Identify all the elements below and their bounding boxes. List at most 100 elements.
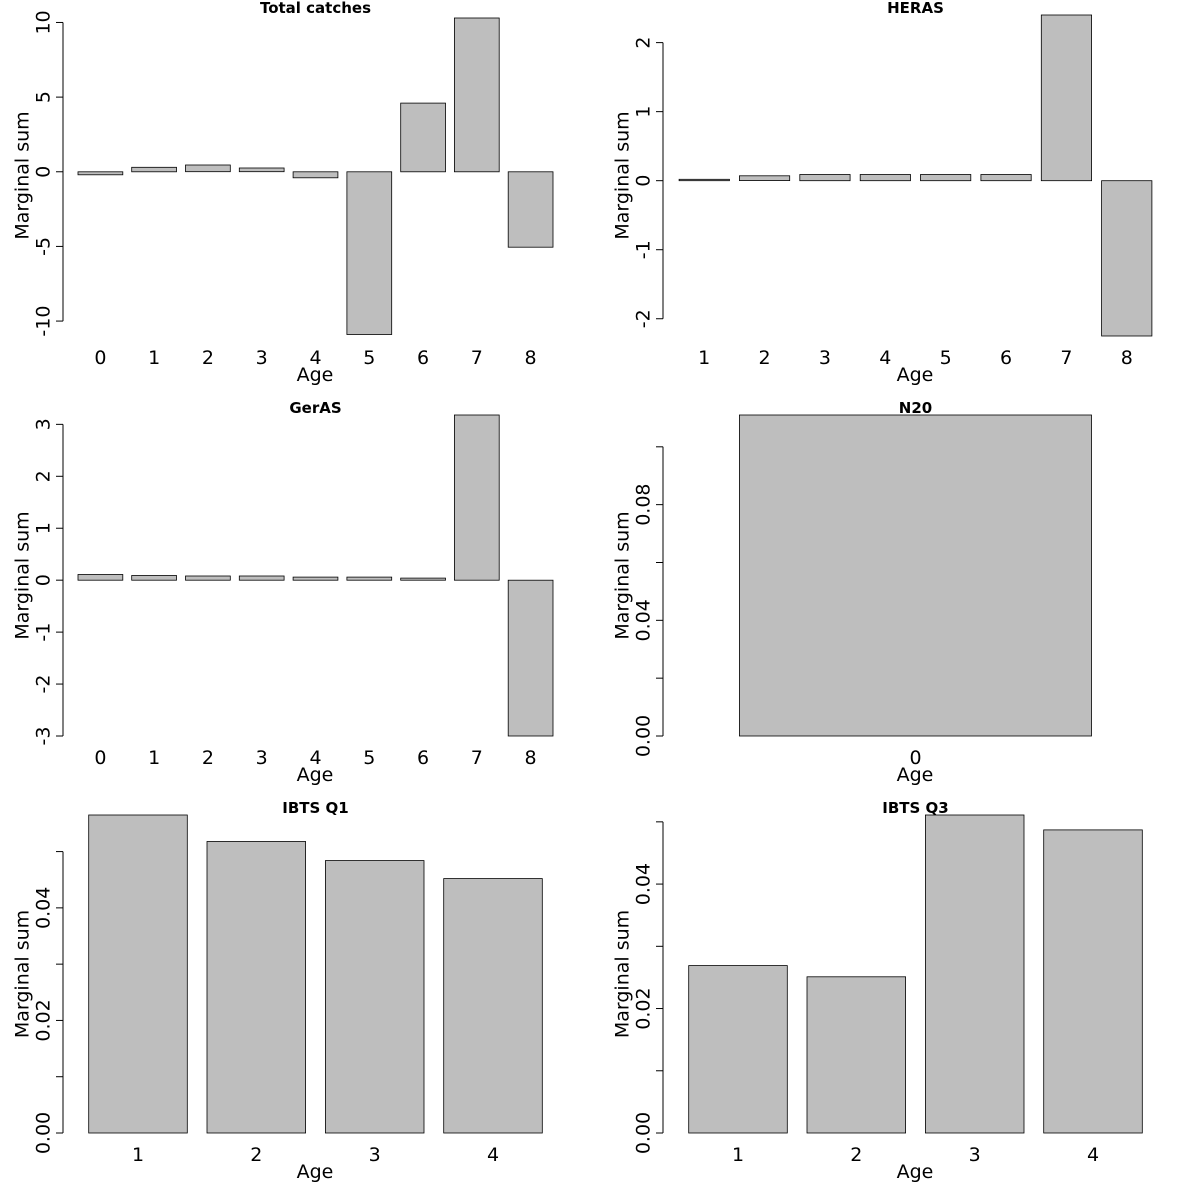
- y-tick-label: 3: [33, 418, 55, 430]
- bar-age-6: [980, 174, 1032, 182]
- x-tick-label: 3: [256, 347, 268, 369]
- x-tick-label: 3: [369, 1144, 381, 1166]
- x-tick-label: 8: [525, 347, 537, 369]
- y-axis-label: Marginal sum: [612, 111, 634, 239]
- y-axis-label: Marginal sum: [612, 511, 634, 639]
- y-tick-label: 0.08: [633, 483, 655, 525]
- chart-panel-5: IBTS Q1 1 2 3 4 0.00 0.02 0.04 Age Marginal sum: [12, 799, 543, 1183]
- bar-age-1: [88, 814, 188, 1134]
- y-axis-label: Marginal sum: [12, 111, 34, 239]
- x-tick-label: 6: [417, 347, 429, 369]
- x-tick-label: 4: [487, 1144, 499, 1166]
- y-tick-label: 0: [33, 574, 55, 586]
- y-tick-label: -1: [633, 240, 655, 259]
- bar-age-3: [925, 814, 1025, 1134]
- x-tick-label: 0: [94, 347, 106, 369]
- bar-age-0: [739, 414, 1092, 737]
- chart-title: Total catches: [260, 0, 371, 17]
- x-tick-label: 1: [148, 747, 160, 769]
- bar-age-2: [806, 976, 906, 1134]
- x-tick-label: 7: [471, 347, 483, 369]
- y-tick-label: 0.00: [33, 1112, 55, 1154]
- x-tick-label: 6: [417, 747, 429, 769]
- bar-age-5: [346, 576, 393, 581]
- y-tick-label: -1: [33, 623, 55, 642]
- chart-title: HERAS: [887, 0, 944, 17]
- bar-age-7: [453, 414, 500, 581]
- x-tick-label: 8: [1121, 347, 1133, 369]
- bar-age-1: [131, 575, 177, 581]
- y-tick-label: -5: [33, 237, 55, 256]
- x-tick-label: 2: [202, 347, 214, 369]
- y-tick-label: 0.04: [633, 599, 655, 641]
- bar-age-4: [1043, 829, 1143, 1134]
- x-tick-label: 7: [1060, 347, 1072, 369]
- bar-age-7: [453, 17, 500, 173]
- bar-age-3: [799, 174, 851, 182]
- bar-age-3: [238, 575, 285, 581]
- chart-title: IBTS Q3: [882, 799, 948, 817]
- x-tick-label: 3: [256, 747, 268, 769]
- y-tick-label: -2: [33, 675, 55, 694]
- bar-age-1: [678, 178, 730, 182]
- x-tick-label: 5: [363, 747, 375, 769]
- y-tick-label: 0.00: [633, 1112, 655, 1154]
- x-tick-label: 1: [732, 1144, 744, 1166]
- x-tick-label: 2: [759, 347, 771, 369]
- chart-panel-3: GerAS 0 1 2 3 4 5 6 7 8 -3 -2 -1 0 1 2 3 Age Marginal sum: [12, 399, 554, 786]
- chart-panel-1: Total catches 0 1 2 3 4 5 6 7 8 -10 -5 0 5 10 Age Margin…: [12, 0, 554, 386]
- bar-age-2: [206, 841, 306, 1134]
- y-tick-label: 10: [33, 10, 55, 34]
- x-tick-label: 2: [202, 747, 214, 769]
- x-tick-label: 7: [471, 747, 483, 769]
- bar-age-4: [859, 174, 911, 182]
- bar-age-3: [238, 167, 285, 173]
- bar-age-2: [185, 164, 231, 173]
- y-tick-label: 0: [633, 175, 655, 187]
- x-tick-label: 0: [909, 747, 921, 769]
- x-tick-label: 5: [940, 347, 952, 369]
- x-tick-label: 0: [94, 747, 106, 769]
- x-axis-label: Age: [897, 364, 934, 386]
- x-tick-label: 6: [1000, 347, 1012, 369]
- bar-age-2: [739, 175, 791, 182]
- y-tick-label: 0.02: [33, 999, 55, 1041]
- y-axis-label: Marginal sum: [12, 511, 34, 639]
- y-tick-label: 2: [633, 37, 655, 49]
- y-tick-label: 0.02: [633, 987, 655, 1029]
- x-tick-label: 4: [1087, 1144, 1099, 1166]
- bar-age-2: [185, 575, 231, 581]
- chart-panel-4: N20 0 0.00 0.04 0.08 Age Marginal sum: [612, 399, 1092, 786]
- x-tick-label: 2: [250, 1144, 262, 1166]
- bar-age-6: [400, 577, 446, 581]
- x-tick-label: 2: [850, 1144, 862, 1166]
- bar-age-3: [324, 860, 425, 1134]
- x-tick-label: 1: [148, 347, 160, 369]
- x-axis-label: Age: [297, 764, 334, 786]
- bar-age-8: [1101, 180, 1153, 337]
- y-tick-label: 0: [33, 166, 55, 178]
- y-tick-label: -10: [33, 306, 55, 337]
- x-tick-label: 8: [525, 747, 537, 769]
- x-axis-label: Age: [897, 1161, 934, 1183]
- y-tick-label: 2: [33, 470, 55, 482]
- chart-title: N20: [899, 399, 932, 417]
- chart-title: GerAS: [289, 399, 341, 417]
- x-tick-label: 4: [309, 747, 321, 769]
- bar-age-4: [292, 171, 339, 179]
- x-axis-label: Age: [897, 764, 934, 786]
- bar-age-5: [920, 174, 972, 182]
- y-axis-label: Marginal sum: [612, 910, 634, 1038]
- bar-age-7: [1040, 14, 1093, 182]
- y-tick-label: 1: [33, 522, 55, 534]
- y-tick-label: 0.04: [633, 863, 655, 905]
- bar-age-1: [131, 166, 177, 173]
- y-tick-label: 0.04: [33, 887, 55, 929]
- x-tick-label: 4: [879, 347, 891, 369]
- x-tick-label: 3: [819, 347, 831, 369]
- chart-panel-2: HERAS 1 2 3 4 5 6 7 8 -2 -1 0 1 2 Age Marginal sum: [612, 0, 1153, 386]
- bar-age-1: [688, 965, 788, 1134]
- y-tick-label: 1: [633, 106, 655, 118]
- x-tick-label: 1: [132, 1144, 144, 1166]
